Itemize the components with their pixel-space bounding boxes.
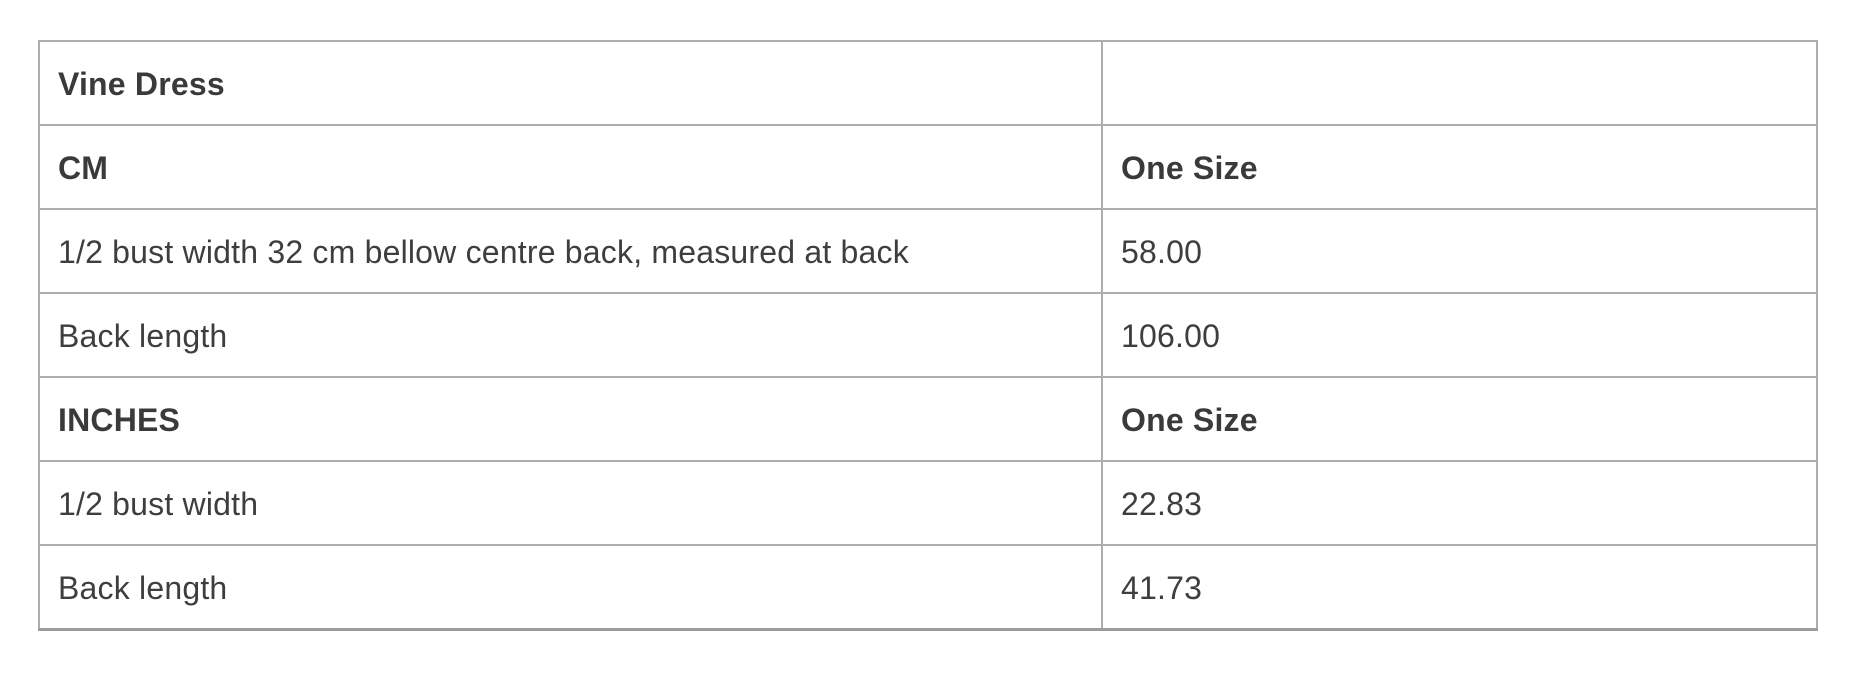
table-row-title: Vine Dress xyxy=(38,40,1818,126)
table-row-cm-header: CM One Size xyxy=(38,124,1818,210)
measurement-label-cell: 1/2 bust width 32 cm bellow centre back,… xyxy=(38,208,1103,294)
measurement-value-cell: 22.83 xyxy=(1101,460,1818,546)
table-row-bust-inches: 1/2 bust width 22.83 xyxy=(38,460,1818,546)
size-header-cell: One Size xyxy=(1101,376,1818,462)
measurement-value-cell: 58.00 xyxy=(1101,208,1818,294)
unit-header-cell: CM xyxy=(38,124,1103,210)
measurement-label-cell: Back length xyxy=(38,292,1103,378)
size-chart-table: Vine Dress CM One Size 1/2 bust width 32… xyxy=(38,40,1818,631)
measurement-label-cell: Back length xyxy=(38,544,1103,631)
size-header-cell: One Size xyxy=(1101,124,1818,210)
table-row-back-length-cm: Back length 106.00 xyxy=(38,292,1818,378)
size-chart-container: Vine Dress CM One Size 1/2 bust width 32… xyxy=(38,40,1818,631)
table-row-bust-cm: 1/2 bust width 32 cm bellow centre back,… xyxy=(38,208,1818,294)
product-title-cell: Vine Dress xyxy=(38,40,1103,126)
empty-cell xyxy=(1101,40,1818,126)
unit-header-cell: INCHES xyxy=(38,376,1103,462)
measurement-value-cell: 41.73 xyxy=(1101,544,1818,631)
table-row-back-length-inches: Back length 41.73 xyxy=(38,544,1818,631)
measurement-value-cell: 106.00 xyxy=(1101,292,1818,378)
measurement-label-cell: 1/2 bust width xyxy=(38,460,1103,546)
table-row-inches-header: INCHES One Size xyxy=(38,376,1818,462)
